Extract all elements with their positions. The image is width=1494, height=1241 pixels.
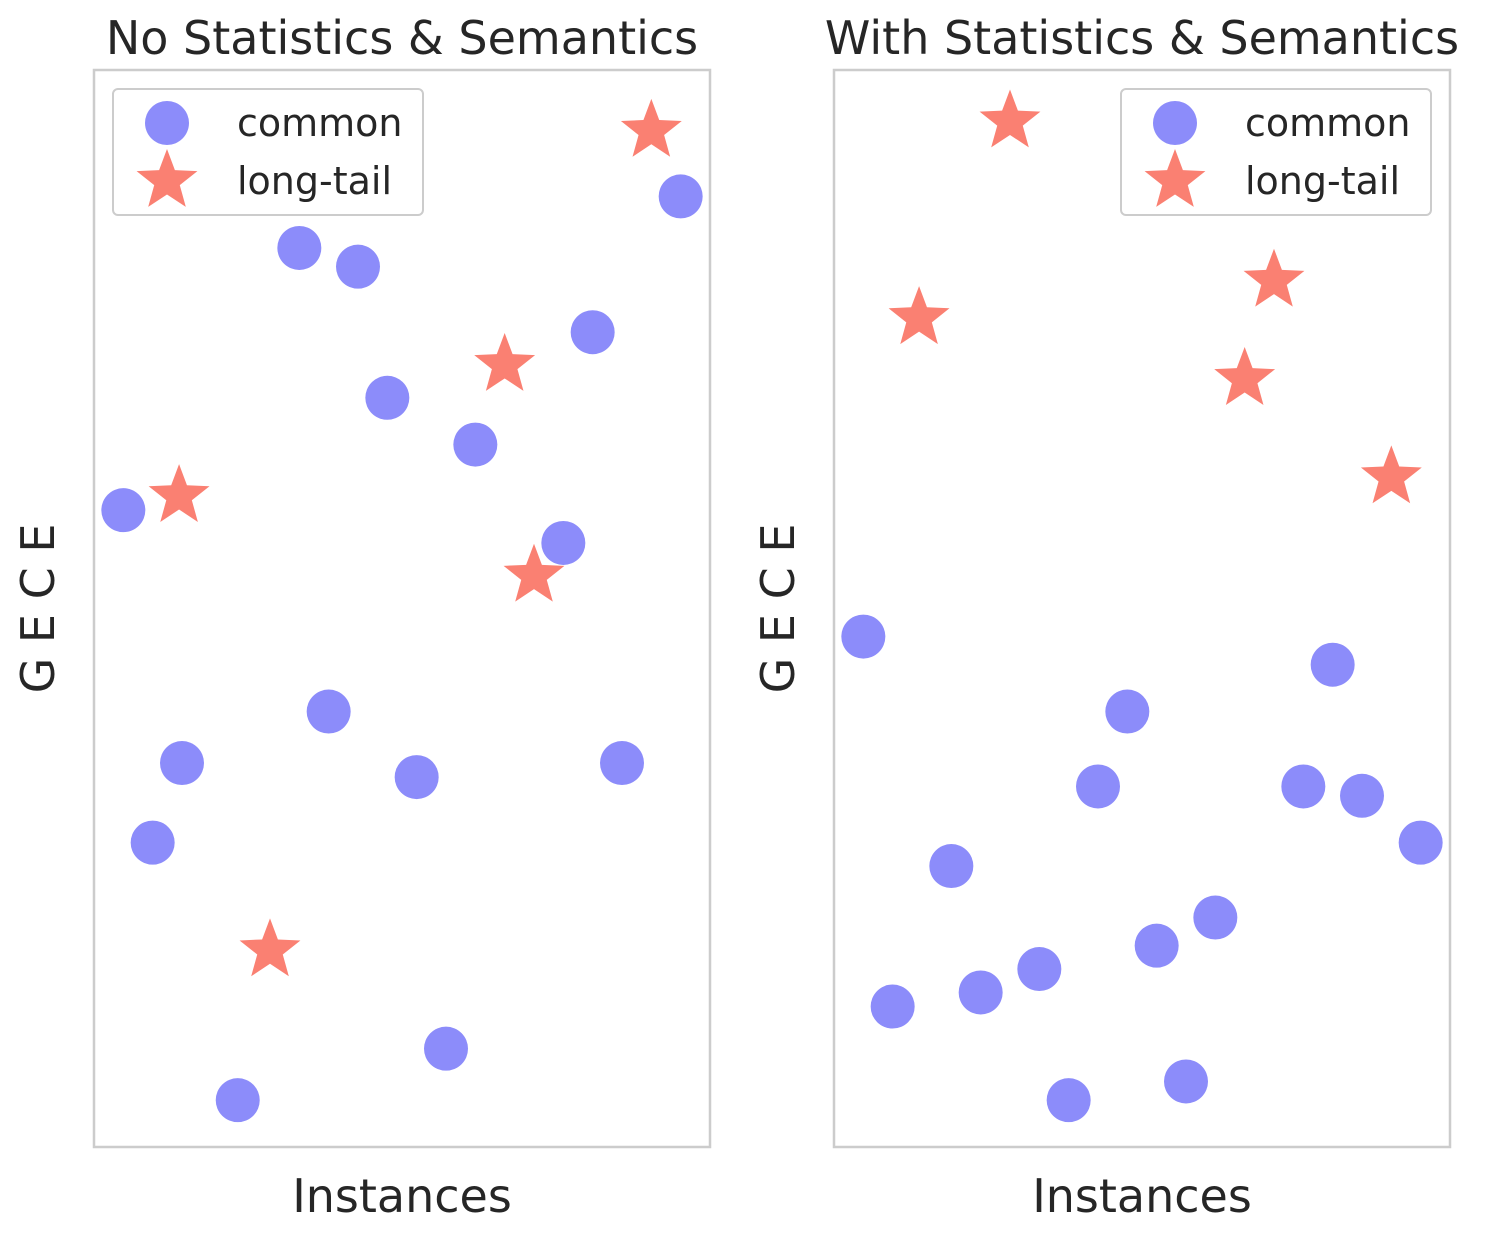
common-point [1164, 1059, 1208, 1104]
common-point [336, 244, 380, 289]
common-point [215, 1078, 260, 1123]
legend-long-tail-label: long-tail [237, 159, 392, 203]
common-point [1310, 642, 1355, 687]
long-tail-point [1360, 445, 1422, 504]
long-tail-point [888, 286, 950, 345]
long-tail-point [1214, 347, 1276, 405]
common-point [658, 174, 703, 219]
common-point [600, 741, 644, 786]
common-point [365, 375, 410, 420]
common-point [130, 820, 175, 865]
chart-title: No Statistics & Semantics [106, 11, 698, 65]
common-point [394, 755, 439, 800]
common-point [1134, 923, 1179, 968]
right-chart-panel: With Statistics & Semantics Instances G E … [740, 0, 1480, 1241]
common-point [306, 689, 351, 734]
long-tail-point [979, 89, 1041, 148]
long-tail-point [503, 543, 565, 602]
y-axis-label: G E C E [11, 524, 65, 694]
plot-frame [92, 68, 712, 1149]
legend-long-tail-label: long-tail [1245, 159, 1400, 203]
common-point [1076, 764, 1120, 809]
x-axis-label: Instances [1032, 1169, 1252, 1223]
common-point [929, 844, 974, 889]
chart-title: With Statistics & Semantics [825, 11, 1459, 65]
legend-box [112, 88, 424, 216]
common-point [570, 310, 615, 355]
common-point [101, 488, 146, 533]
common-point [1193, 895, 1238, 940]
x-axis-label: Instances [292, 1169, 512, 1223]
common-point [1046, 1078, 1091, 1123]
common-point [1281, 764, 1326, 809]
common-point [1105, 689, 1150, 734]
common-point [541, 520, 586, 565]
legend-common-label: common [1245, 101, 1411, 145]
legend-long-tail-marker [136, 149, 198, 207]
long-tail-point [620, 98, 682, 157]
plot-frame [832, 68, 1452, 1149]
long-tail-point [1243, 248, 1305, 307]
long-tail-point [148, 464, 210, 523]
legend-common-marker [1153, 101, 1197, 145]
y-axis-label: G E C E [751, 524, 805, 694]
common-point [958, 970, 1003, 1015]
common-point [1398, 820, 1443, 865]
common-point [841, 614, 886, 659]
common-point [277, 225, 322, 270]
common-point [160, 741, 204, 786]
common-point [453, 422, 498, 467]
legend-common-label: common [237, 101, 403, 145]
legend-common-marker [145, 101, 189, 145]
long-tail-point [239, 918, 301, 977]
legend-box [1120, 88, 1432, 216]
common-point [1017, 947, 1062, 992]
common-point [870, 984, 915, 1029]
legend-long-tail-marker [1144, 149, 1206, 207]
left-chart-panel: No Statistics & Semantics Instances G E C … [0, 0, 740, 1241]
common-point [424, 1026, 468, 1071]
chart-with-statistics: With Statistics & Semantics Instances G E … [751, 11, 1459, 1223]
common-point [1340, 773, 1384, 818]
chart-no-statistics: No Statistics & Semantics Instances G E C … [11, 11, 712, 1223]
long-tail-point [474, 333, 536, 391]
